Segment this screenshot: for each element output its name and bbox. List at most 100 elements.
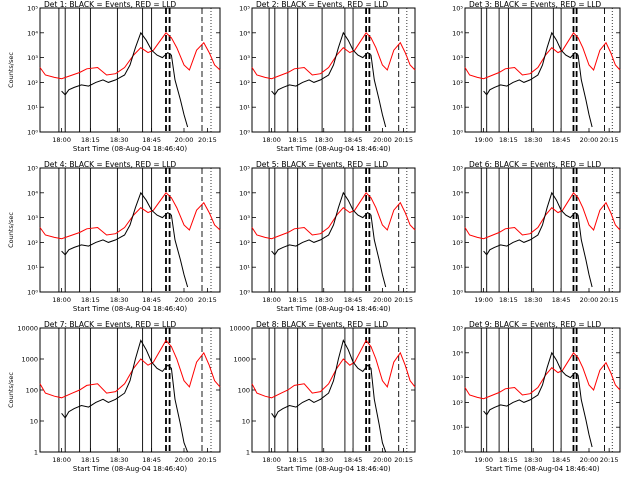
x-tick-label: 18:00 [52, 136, 71, 144]
panel-det-4: Det 4: BLACK = Events, RED = LLD 10⁰ 10¹ 10… [7, 160, 221, 313]
y-tick-label: 10000 [229, 325, 250, 333]
x-tick-label: 18:45 [552, 296, 571, 304]
y-tick-label: 10³ [239, 54, 250, 62]
x-axis-label: Start Time (08-Aug-04 18:46:40) [73, 305, 187, 313]
y-tick-label: 10¹ [452, 104, 463, 112]
y-tick-label: 10⁰ [452, 289, 463, 297]
series-lld-line [464, 191, 621, 240]
x-tick-label: 18:00 [262, 296, 281, 304]
y-tick-label: 10³ [452, 214, 463, 222]
y-tick-label: 10⁴ [27, 189, 38, 197]
series-lld-line [39, 339, 221, 399]
y-tick-label: 10² [452, 79, 463, 87]
x-tick-label: 20:00 [175, 296, 194, 304]
y-tick-label: 10000 [17, 325, 38, 333]
plot-frame [251, 327, 416, 453]
x-tick-label: 18:45 [344, 136, 363, 144]
series-events-line [271, 31, 387, 128]
y-tick-label: 10⁵ [27, 165, 38, 173]
y-tick-label: 10⁰ [452, 449, 463, 457]
x-axis-label: Start Time (08-Aug-04 18:46:40) [276, 465, 390, 473]
y-tick-label: 10⁵ [27, 5, 38, 13]
x-tick-label: 18:45 [142, 296, 161, 304]
x-tick-label: 18:15 [81, 456, 100, 464]
y-tick-label: 10⁰ [27, 129, 38, 137]
x-tick-label: 20:15 [198, 136, 217, 144]
y-tick-label: 10⁵ [452, 5, 463, 13]
panel-det-9: Det 9: BLACK = Events, RED = LLD 10⁰ 10¹ 10… [452, 320, 621, 473]
y-tick-label: 10⁵ [452, 325, 463, 333]
x-tick-label: 20:00 [580, 456, 599, 464]
x-tick-label: 18:45 [142, 136, 161, 144]
x-tick-label: 18:00 [262, 456, 281, 464]
y-tick-label: 10⁰ [452, 129, 463, 137]
series-lld-line [39, 32, 221, 80]
y-tick-label: 10¹ [27, 264, 38, 272]
y-tick-label: 10² [27, 239, 38, 247]
y-tick-label: 10¹ [27, 104, 38, 112]
x-axis-label: Start Time (08-Aug-04 18:46:40) [276, 145, 390, 153]
x-tick-label: 18:30 [524, 296, 543, 304]
x-tick-label: 18:15 [499, 136, 518, 144]
x-axis-label: Start Time (08-Aug-04 18:46:40) [73, 465, 187, 473]
x-tick-label: 18:45 [552, 456, 571, 464]
x-tick-label: 18:00 [262, 136, 281, 144]
x-tick-label: 18:15 [288, 296, 307, 304]
y-axis-label: Counts/sec [7, 372, 15, 408]
x-tick-label: 18:30 [314, 296, 333, 304]
y-tick-label: 10⁵ [239, 165, 250, 173]
y-tick-label: 10⁵ [452, 165, 463, 173]
x-tick-label: 18:00 [52, 456, 71, 464]
x-tick-label: 18:15 [499, 456, 518, 464]
y-tick-label: 10⁵ [239, 5, 250, 13]
series-events-line [61, 191, 189, 288]
panel-det-6: Det 6: BLACK = Events, RED = LLD 10⁰ 10¹ 10… [452, 160, 621, 304]
x-tick-label: 20:15 [394, 456, 413, 464]
x-tick-label: 20:15 [600, 296, 619, 304]
y-axis-label: Counts/sec [7, 212, 15, 248]
panel-det-7: Det 7: BLACK = Events, RED = LLD 1 10 100 10… [7, 320, 221, 473]
series-events-line [483, 31, 593, 128]
series-events-line [61, 339, 189, 453]
panel-det-5: Det 5: BLACK = Events, RED = LLD 10⁰ 10¹ 10… [239, 160, 416, 313]
panel-title: Det 3: BLACK = Events, RED = LLD [469, 0, 601, 9]
panel-title: Det 8: BLACK = Events, RED = LLD [256, 320, 388, 329]
x-tick-label: 18:15 [288, 136, 307, 144]
series-events-line [61, 31, 189, 128]
y-tick-label: 10³ [27, 54, 38, 62]
x-tick-label: 20:15 [198, 456, 217, 464]
x-tick-label: 20:00 [373, 296, 392, 304]
x-tick-label: 18:45 [344, 456, 363, 464]
x-tick-label: 20:00 [175, 456, 194, 464]
y-tick-label: 10⁴ [452, 29, 463, 37]
y-tick-label: 10¹ [239, 264, 250, 272]
x-tick-label: 18:30 [314, 456, 333, 464]
y-tick-label: 10³ [239, 214, 250, 222]
x-tick-label: 18:30 [110, 136, 129, 144]
series-events-line [483, 191, 593, 288]
x-tick-label: 19:00 [474, 136, 493, 144]
panel-title: Det 6: BLACK = Events, RED = LLD [469, 160, 601, 169]
x-tick-label: 20:15 [600, 136, 619, 144]
series-lld-line [39, 192, 221, 240]
series-lld-line [464, 31, 621, 80]
plot-frame [39, 327, 221, 453]
y-tick-label: 10⁴ [239, 29, 250, 37]
x-tick-label: 18:45 [142, 456, 161, 464]
x-tick-label: 20:00 [373, 456, 392, 464]
plot-frame [464, 327, 621, 453]
y-tick-label: 10⁴ [27, 29, 38, 37]
plot-frame [464, 7, 621, 133]
x-tick-label: 18:15 [499, 296, 518, 304]
panel-det-3: Det 3: BLACK = Events, RED = LLD 10⁰ 10¹ 10… [452, 0, 621, 144]
panel-det-8: Det 8: BLACK = Events, RED = LLD 1 10 100 10… [229, 320, 416, 473]
x-axis-label: Start Time (08-Aug-04 18:46:40) [276, 305, 390, 313]
y-tick-label: 10³ [27, 214, 38, 222]
x-tick-label: 20:15 [394, 296, 413, 304]
x-axis-label: Start Time (08-Aug-04 18:46:40) [485, 465, 599, 473]
y-tick-label: 10⁴ [239, 189, 250, 197]
panel-det-1: Det 1: BLACK = Events, RED = LLD 10⁰ 10¹ 10… [7, 0, 221, 153]
y-tick-label: 1000 [21, 356, 38, 364]
series-events-line [483, 351, 593, 448]
x-tick-label: 19:00 [474, 456, 493, 464]
